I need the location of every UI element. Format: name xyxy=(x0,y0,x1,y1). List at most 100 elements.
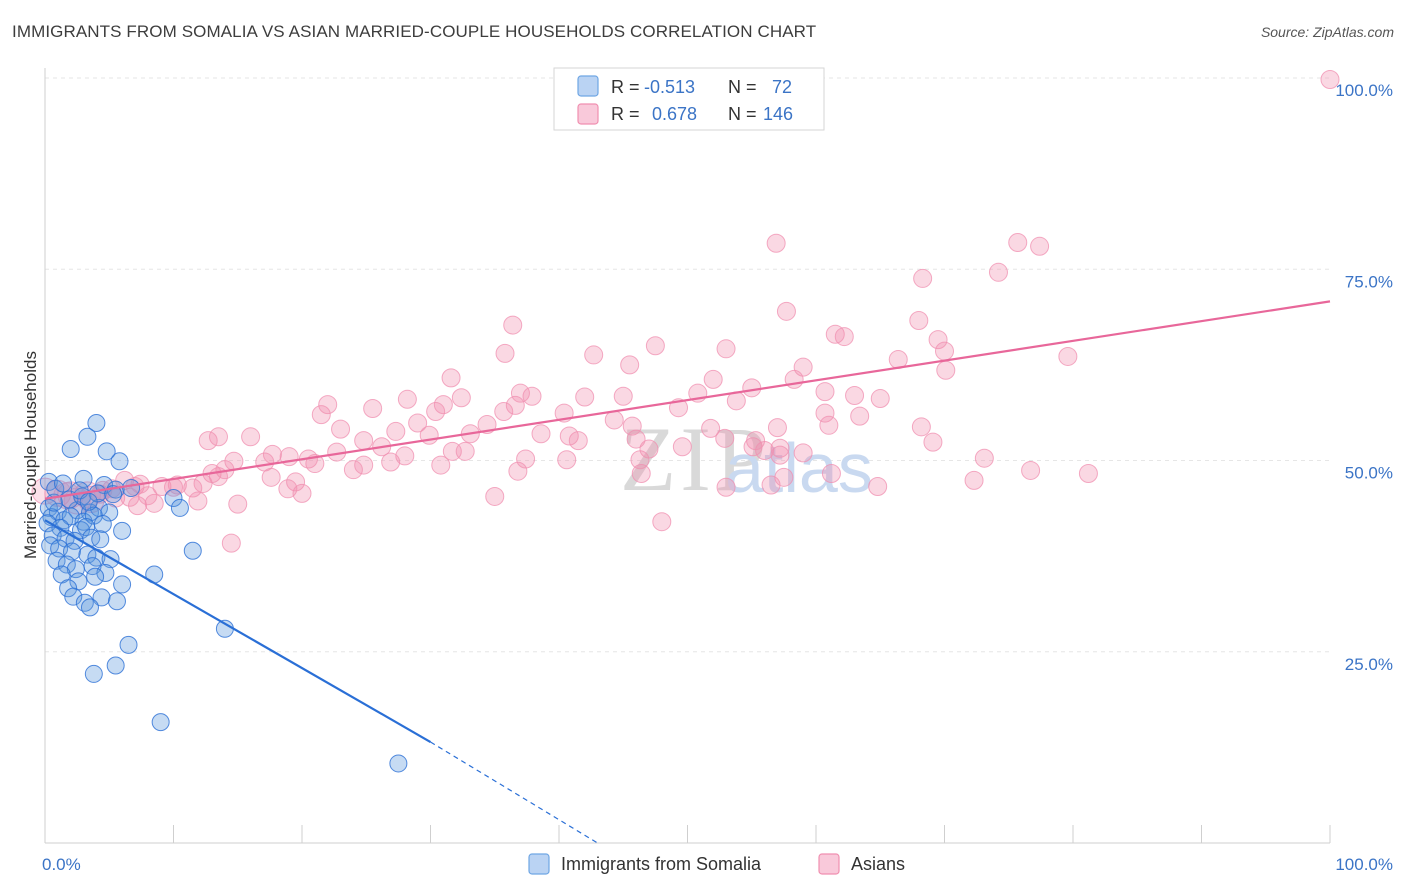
point-asians-135 xyxy=(716,477,736,497)
point-asians-85 xyxy=(381,452,401,472)
point-asians-138 xyxy=(652,512,672,532)
point-asians-11 xyxy=(928,330,948,350)
bottom-legend-swatch-asians xyxy=(818,853,840,875)
point-somalia-31 xyxy=(91,530,110,549)
y-tick-label-2: 75.0% xyxy=(1345,272,1393,291)
point-asians-79 xyxy=(516,449,536,469)
point-asians-136 xyxy=(868,477,888,497)
point-asians-59 xyxy=(531,424,551,444)
point-somalia-49 xyxy=(59,579,78,598)
point-asians-141 xyxy=(433,395,453,415)
point-somalia-40 xyxy=(57,555,76,574)
point-asians-127 xyxy=(278,479,298,499)
point-asians-29 xyxy=(510,383,530,403)
y-tick-label-0: 25.0% xyxy=(1345,655,1393,674)
point-asians-89 xyxy=(241,427,261,447)
bottom-legend: Immigrants from Somalia Asians xyxy=(528,853,905,875)
point-asians-140 xyxy=(1021,460,1041,480)
axes xyxy=(44,68,1331,844)
y-tick-label-1: 50.0% xyxy=(1345,464,1393,483)
grid-lines xyxy=(45,77,1330,653)
point-asians-81 xyxy=(630,450,650,470)
point-asians-62 xyxy=(354,431,374,451)
point-somalia-47 xyxy=(113,575,132,594)
point-asians-33 xyxy=(575,387,595,407)
point-asians-1 xyxy=(766,233,786,253)
point-somalia-54 xyxy=(80,598,99,617)
point-asians-96 xyxy=(631,464,651,484)
point-somalia-56 xyxy=(119,635,138,654)
point-asians-99 xyxy=(1078,464,1098,484)
point-asians-66 xyxy=(923,432,943,452)
point-asians-129 xyxy=(292,483,312,503)
point-somalia-3 xyxy=(97,442,116,461)
point-asians-28 xyxy=(845,385,865,405)
point-asians-72 xyxy=(672,437,692,457)
bottom-legend-swatch-somalia xyxy=(528,853,550,875)
point-asians-36 xyxy=(613,386,633,406)
point-asians-98 xyxy=(964,470,984,490)
point-somalia-71 xyxy=(122,479,141,498)
point-somalia-58 xyxy=(84,664,103,683)
watermark-zip: ZIP xyxy=(620,408,770,510)
point-somalia-57 xyxy=(106,656,125,675)
point-asians-63 xyxy=(626,429,646,449)
point-asians-41 xyxy=(505,395,525,415)
point-asians-15 xyxy=(584,345,604,365)
point-somalia-4 xyxy=(110,452,129,471)
legend-r-value-0: -0.513 xyxy=(644,77,695,97)
point-asians-30 xyxy=(451,388,471,408)
point-asians-17 xyxy=(1058,346,1078,366)
watermark-atlas: atlas xyxy=(725,429,873,507)
point-somalia-38 xyxy=(183,541,202,560)
tick-labels: 25.0% 50.0% 75.0% 100.0% 0.0% 100.0% xyxy=(42,81,1393,874)
point-asians-56 xyxy=(386,421,406,441)
point-asians-26 xyxy=(815,382,835,402)
point-asians-64 xyxy=(715,428,735,448)
point-asians-25 xyxy=(742,378,762,398)
point-asians-80 xyxy=(557,450,577,470)
point-asians-82 xyxy=(770,445,790,465)
bottom-legend-label-asians: Asians xyxy=(851,854,905,874)
point-asians-47 xyxy=(604,410,624,430)
point-somalia-2 xyxy=(61,440,80,459)
point-asians-86 xyxy=(431,455,451,475)
point-asians-78 xyxy=(395,446,415,466)
point-asians-52 xyxy=(767,418,787,438)
point-asians-133 xyxy=(228,494,248,514)
legend-swatch-pink xyxy=(577,103,599,125)
point-asians-67 xyxy=(743,437,763,457)
point-asians-21 xyxy=(936,360,956,380)
point-asians-43 xyxy=(815,403,835,423)
legend-n-label-1: N = xyxy=(728,104,757,124)
legend-box: R = -0.513 N = 72 R = 0.678 N = 146 xyxy=(553,67,825,131)
point-somalia-25 xyxy=(93,514,112,533)
point-asians-4 xyxy=(988,262,1008,282)
point-asians-16 xyxy=(935,341,954,361)
point-somalia-60 xyxy=(389,754,408,773)
point-asians-35 xyxy=(870,389,890,409)
point-asians-101 xyxy=(821,464,841,484)
legend-n-value-1: 146 xyxy=(763,104,793,124)
legend-r-label-0: R = xyxy=(611,77,640,97)
point-somalia-46 xyxy=(86,567,105,586)
point-somalia-8 xyxy=(164,488,183,507)
point-asians-95 xyxy=(508,461,528,481)
point-asians-68 xyxy=(770,438,790,458)
trend-lines xyxy=(44,300,1331,844)
trend-line-somalia xyxy=(44,519,432,743)
point-asians-23 xyxy=(703,369,723,389)
watermark: ZIP atlas xyxy=(620,408,873,510)
legend-n-label-0: N = xyxy=(728,77,757,97)
source-credit: Source: ZipAtlas.com xyxy=(1260,24,1394,40)
point-somalia-68 xyxy=(53,474,72,493)
point-asians-139 xyxy=(221,533,241,553)
point-somalia-14 xyxy=(100,503,119,522)
point-asians-46 xyxy=(850,406,870,426)
chart-title: IMMIGRANTS FROM SOMALIA VS ASIAN MARRIED… xyxy=(12,22,817,41)
point-asians-2 xyxy=(1008,232,1028,252)
point-asians-92 xyxy=(354,455,374,475)
point-asians-14 xyxy=(495,343,515,363)
point-asians-128 xyxy=(286,472,306,492)
x-tick-label-0: 0.0% xyxy=(42,855,81,874)
